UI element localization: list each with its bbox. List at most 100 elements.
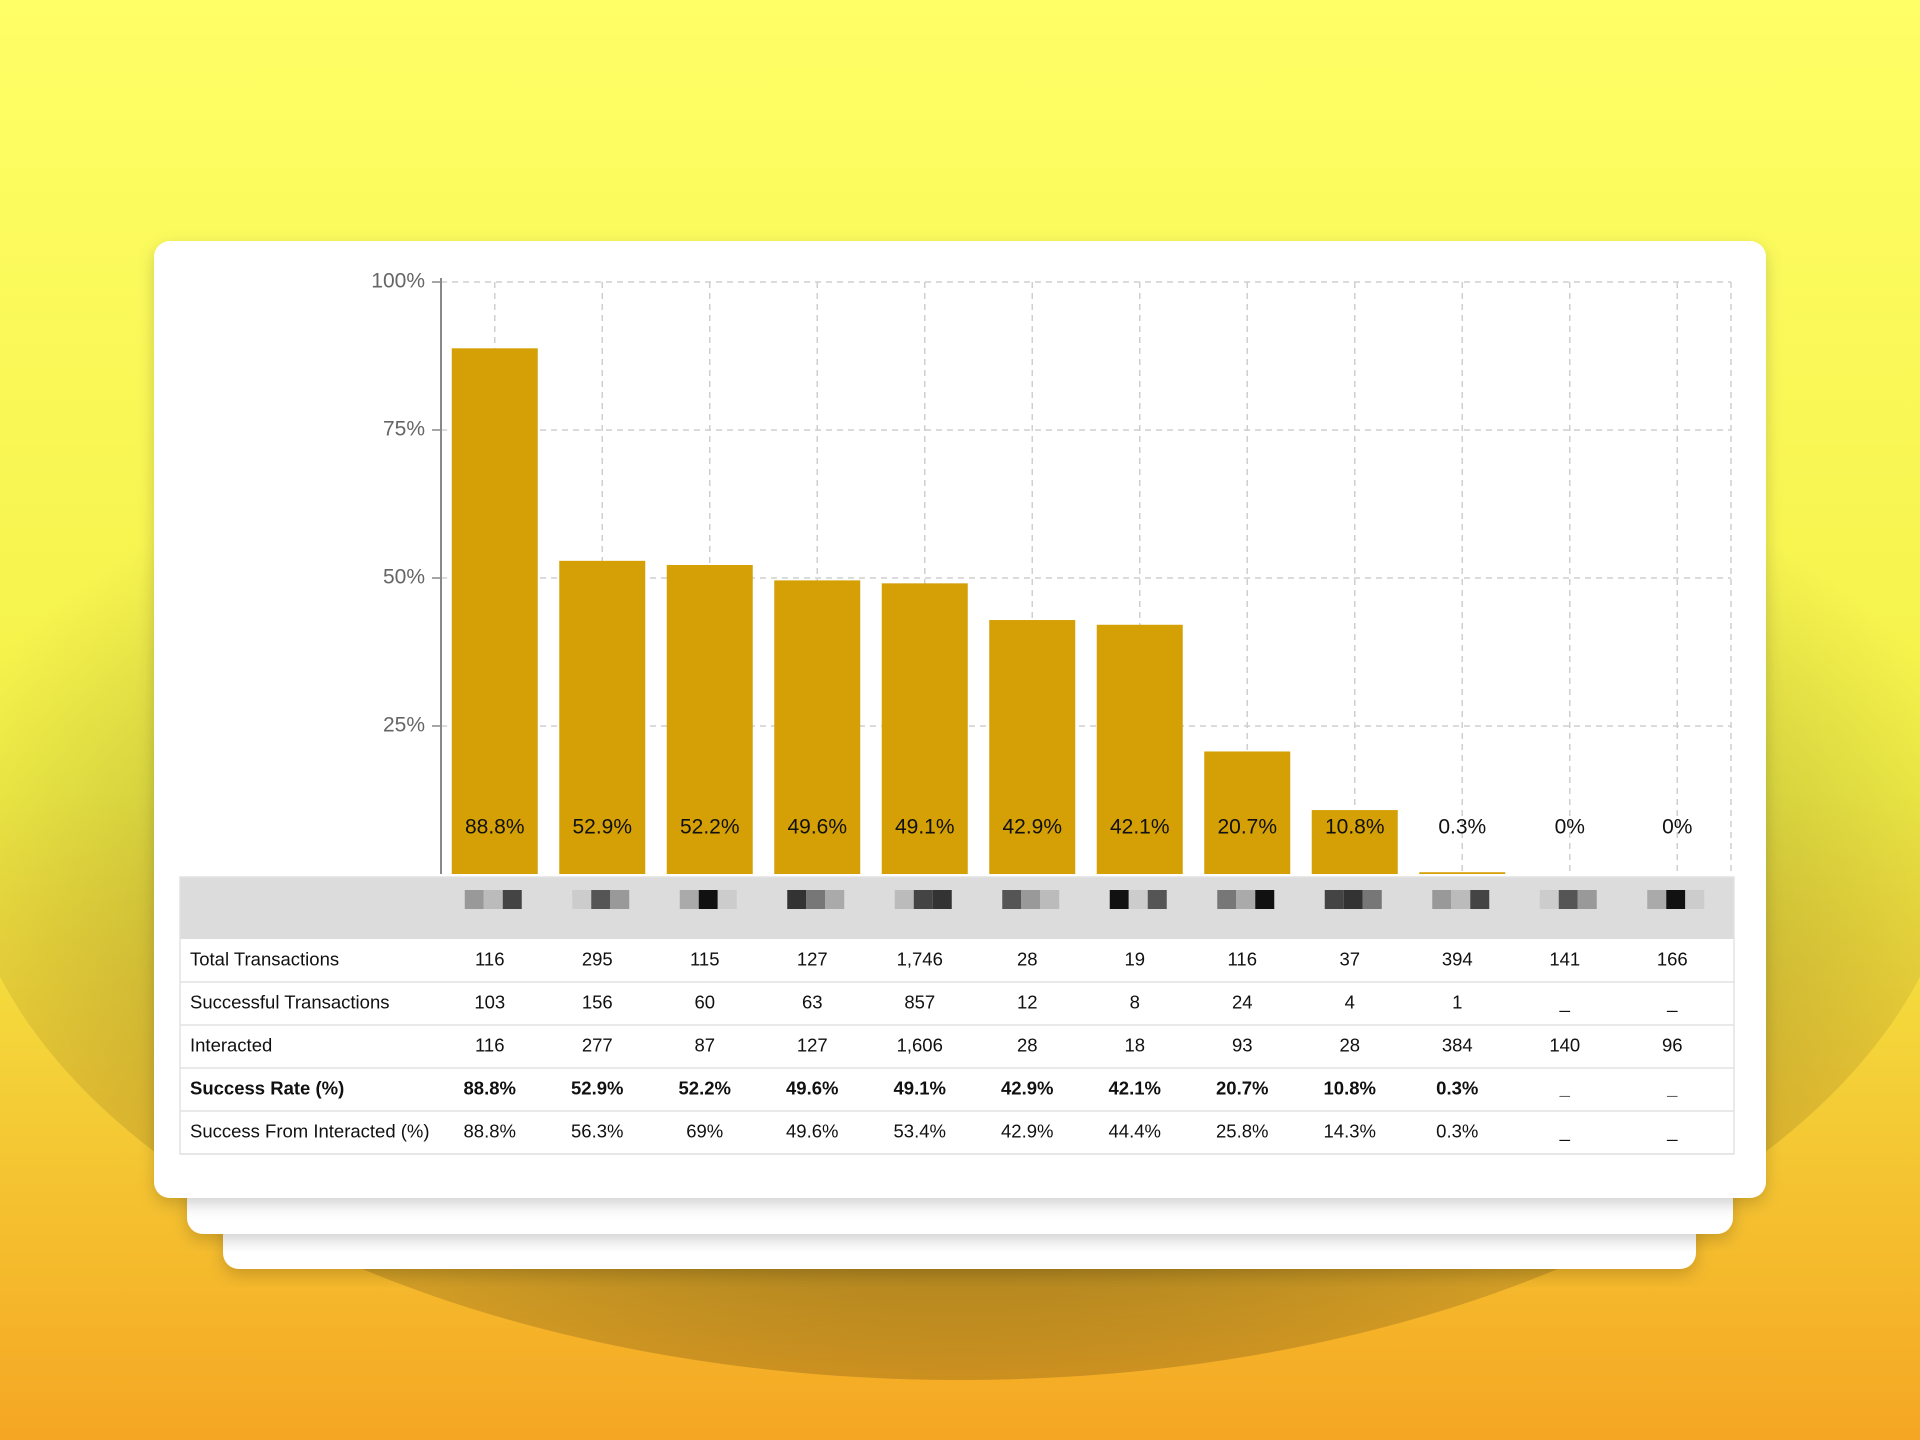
- redacted-block: [1002, 890, 1022, 909]
- table-cell: _: [1666, 1120, 1678, 1142]
- redacted-block: [679, 890, 699, 909]
- table-cell: 116: [1228, 948, 1258, 969]
- redacted-block: [717, 890, 737, 909]
- redacted-block: [1343, 890, 1363, 909]
- table-cell: 42.9%: [1001, 1120, 1053, 1141]
- redacted-block: [1109, 890, 1129, 909]
- bar: [1311, 810, 1398, 874]
- table-cell: 127: [797, 948, 828, 969]
- redacted-block: [1451, 890, 1471, 909]
- table-cell: 19: [1124, 948, 1145, 969]
- bar: [774, 580, 861, 874]
- redacted-block: [483, 890, 503, 909]
- table-cell: 24: [1232, 991, 1253, 1012]
- redacted-block: [591, 890, 611, 909]
- table-cell: _: [1559, 991, 1571, 1013]
- redacted-block: [1647, 890, 1667, 909]
- redacted-block: [610, 890, 630, 909]
- y-tick-label: 50%: [383, 566, 425, 589]
- redacted-block: [787, 890, 807, 909]
- table-cell: 295: [582, 948, 613, 969]
- table-cell: 49.6%: [786, 1120, 838, 1141]
- redacted-block: [1147, 890, 1167, 909]
- table-cell: 44.4%: [1109, 1120, 1161, 1141]
- table-cell: 103: [474, 991, 505, 1012]
- table-cell: 116: [475, 1034, 505, 1055]
- table-cell: 394: [1442, 948, 1473, 969]
- bar-value-label: 0%: [1662, 816, 1692, 839]
- table-cell: 88.8%: [464, 1077, 516, 1098]
- table-cell: 857: [904, 991, 935, 1012]
- bar: [881, 583, 968, 874]
- table-cell: 141: [1549, 948, 1580, 969]
- table-cell: _: [1559, 1077, 1571, 1098]
- table-cell: _: [1559, 1120, 1571, 1142]
- table-cell: 0.3%: [1436, 1077, 1478, 1098]
- bar-value-label: 42.9%: [1002, 816, 1062, 839]
- bar-value-label: 49.1%: [895, 816, 955, 839]
- redacted-block: [698, 890, 718, 909]
- table-cell: 88.8%: [464, 1120, 516, 1141]
- redacted-block: [1217, 890, 1237, 909]
- bar: [451, 348, 538, 875]
- bar-value-label: 20.7%: [1217, 816, 1277, 839]
- table-cell: 96: [1662, 1034, 1683, 1055]
- bar-value-label: 88.8%: [465, 816, 525, 839]
- table-cell: 1: [1452, 991, 1462, 1012]
- table-border: [179, 876, 1735, 1155]
- bar-value-label: 52.9%: [572, 816, 632, 839]
- table-cell: 56.3%: [571, 1120, 623, 1141]
- bar-value-label: 0.3%: [1438, 816, 1486, 839]
- table-cell: 28: [1017, 948, 1038, 969]
- bar: [1096, 624, 1183, 874]
- table-cell: 384: [1442, 1034, 1473, 1055]
- table-cell: 69%: [686, 1120, 723, 1141]
- redacted-block: [894, 890, 914, 909]
- redacted-block: [1255, 890, 1275, 909]
- row-label: Interacted: [190, 1034, 272, 1055]
- table-cell: 20.7%: [1216, 1077, 1268, 1098]
- table-cell: 1,746: [897, 948, 943, 969]
- table-cell: 87: [694, 1034, 715, 1055]
- row-label: Success Rate (%): [190, 1077, 344, 1098]
- redacted-block: [1236, 890, 1256, 909]
- bar: [1204, 751, 1291, 874]
- redacted-block: [825, 890, 845, 909]
- table-cell: 60: [694, 991, 715, 1012]
- y-tick-label: 25%: [383, 714, 425, 737]
- table-cell: 28: [1339, 1034, 1360, 1055]
- row-label: Successful Transactions: [190, 991, 389, 1012]
- redacted-block: [1040, 890, 1060, 909]
- table-cell: 52.2%: [679, 1077, 731, 1098]
- bar-value-label: 49.6%: [787, 816, 847, 839]
- bar: [989, 620, 1076, 874]
- table-cell: 49.6%: [786, 1077, 838, 1098]
- table-cell: 42.9%: [1001, 1077, 1053, 1098]
- redacted-block: [502, 890, 522, 909]
- table-cell: 277: [582, 1034, 613, 1055]
- bar-value-label: 0%: [1555, 816, 1585, 839]
- table-cell: _: [1666, 991, 1678, 1013]
- redacted-block: [1539, 890, 1559, 909]
- redacted-block: [1432, 890, 1452, 909]
- redacted-block: [1362, 890, 1382, 909]
- table-cell: 37: [1339, 948, 1360, 969]
- bar: [1419, 872, 1506, 874]
- table-cell: 1,606: [897, 1034, 943, 1055]
- redacted-block: [1470, 890, 1490, 909]
- table-header: [180, 877, 1734, 939]
- table-cell: 115: [690, 948, 720, 969]
- redacted-block: [913, 890, 933, 909]
- redacted-block: [464, 890, 484, 909]
- redacted-block: [1685, 890, 1705, 909]
- table-cell: 12: [1017, 991, 1038, 1012]
- table-cell: 42.1%: [1109, 1077, 1161, 1098]
- row-label: Success From Interacted (%): [190, 1120, 430, 1141]
- table-cell: 166: [1657, 948, 1688, 969]
- y-tick-label: 75%: [383, 418, 425, 441]
- table-cell: 49.1%: [894, 1077, 946, 1098]
- redacted-block: [1128, 890, 1148, 909]
- redacted-block: [572, 890, 592, 909]
